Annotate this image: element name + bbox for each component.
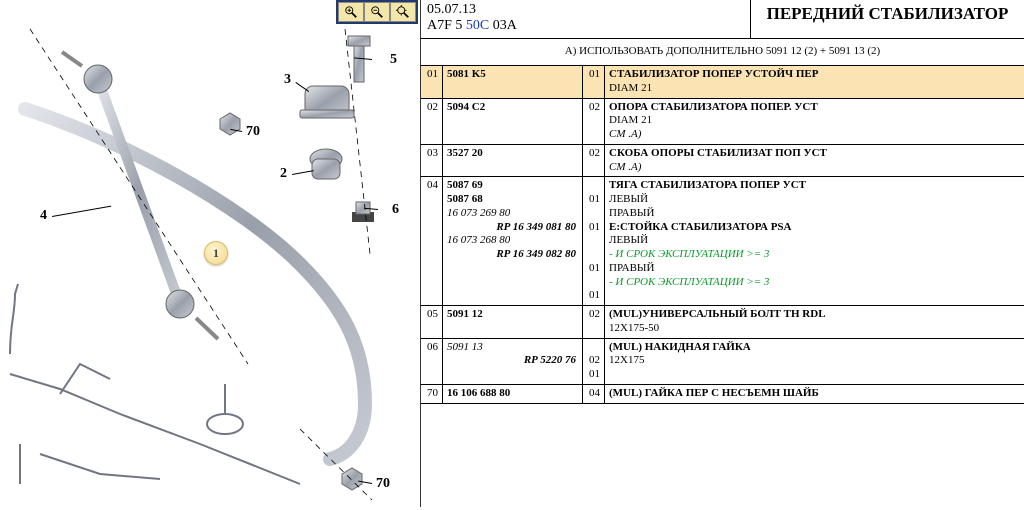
header-code: A7F 5 50C 03A xyxy=(427,18,744,34)
header-title: ПЕРЕДНИЙ СТАБИЛИЗАТОР xyxy=(751,0,1024,38)
diagram-panel: 1 2 3 4 5 6 70 70 xyxy=(0,0,421,507)
row-description: ТЯГА СТАБИЛИЗАТОРА ПОПЕР УСТЛЕВЫЙ ПРАВЫЙ… xyxy=(605,177,1024,305)
row-reference: 5087 69 5087 68 16 073 269 80RP 16 349 0… xyxy=(443,177,583,305)
parts-table-panel: 05.07.13 A7F 5 50C 03A ПЕРЕДНИЙ СТАБИЛИЗ… xyxy=(421,0,1024,507)
row-description: СКОБА ОПОРЫ СТАБИЛИЗАТ ПОП УСТСМ .А) xyxy=(605,145,1024,177)
row-reference: 5091 12 xyxy=(443,306,583,338)
table-row[interactable]: 055091 1202(MUL)УНИВЕРСАЛЬНЫЙ БОЛТ TH RD… xyxy=(421,306,1024,339)
table-header: 05.07.13 A7F 5 50C 03A ПЕРЕДНИЙ СТАБИЛИЗ… xyxy=(421,0,1024,39)
row-qty: 01 01 01 01 xyxy=(583,177,605,305)
exploded-diagram: 1 2 3 4 5 6 70 70 xyxy=(0,24,420,507)
table-row[interactable]: 065091 13RP 5220 76 0201(MUL) НАКИДНАЯ Г… xyxy=(421,339,1024,385)
row-description: (MUL) НАКИДНАЯ ГАЙКА12X175 xyxy=(605,339,1024,384)
callout-4: 4 xyxy=(40,208,47,224)
zoom-out-icon xyxy=(370,5,384,19)
row-qty: 0201 xyxy=(583,339,605,384)
row-qty: 01 xyxy=(583,66,605,98)
zoom-in-button[interactable] xyxy=(338,2,364,22)
diagram-toolbar xyxy=(336,0,418,24)
code-blue: 50C xyxy=(466,18,489,33)
code-suffix: 03A xyxy=(489,18,517,33)
header-left: 05.07.13 A7F 5 50C 03A xyxy=(421,0,751,38)
zoom-out-button[interactable] xyxy=(364,2,390,22)
callout-3: 3 xyxy=(284,72,291,88)
callout-6: 6 xyxy=(392,202,399,218)
row-reference: 16 106 688 80 xyxy=(443,385,583,403)
table-row[interactable]: 025094 C202ОПОРА СТАБИЛИЗАТОРА ПОПЕР. УС… xyxy=(421,99,1024,145)
row-index: 06 xyxy=(421,339,443,384)
row-description: (MUL) ГАЙКА ПЕР С НЕСЪЕМН ШАЙБ xyxy=(605,385,1024,403)
row-index: 02 xyxy=(421,99,443,144)
table-row[interactable]: 7016 106 688 8004(MUL) ГАЙКА ПЕР С НЕСЪЕ… xyxy=(421,385,1024,404)
row-reference: 5091 13RP 5220 76 xyxy=(443,339,583,384)
row-reference: 5094 C2 xyxy=(443,99,583,144)
row-index: 70 xyxy=(421,385,443,403)
zoom-fit-button[interactable] xyxy=(390,2,416,22)
callout-5: 5 xyxy=(390,52,397,68)
row-qty: 02 xyxy=(583,306,605,338)
row-qty: 02 xyxy=(583,145,605,177)
diagram-svg xyxy=(0,24,421,507)
zoom-in-icon xyxy=(344,5,358,19)
callout-badge-1[interactable]: 1 xyxy=(204,241,228,265)
callout-2: 2 xyxy=(280,166,287,182)
row-description: СТАБИЛИЗАТОР ПОПЕР УСТОЙЧ ПЕРDIAM 21 xyxy=(605,66,1024,98)
table-row[interactable]: 015081 K501СТАБИЛИЗАТОР ПОПЕР УСТОЙЧ ПЕР… xyxy=(421,66,1024,99)
parts-rows: 015081 K501СТАБИЛИЗАТОР ПОПЕР УСТОЙЧ ПЕР… xyxy=(421,66,1024,507)
row-description: ОПОРА СТАБИЛИЗАТОРА ПОПЕР. УСТDIAM 21СМ … xyxy=(605,99,1024,144)
row-index: 05 xyxy=(421,306,443,338)
row-reference: 3527 20 xyxy=(443,145,583,177)
callout-70b: 70 xyxy=(376,476,390,492)
row-description: (MUL)УНИВЕРСАЛЬНЫЙ БОЛТ TH RDL12X175-50 xyxy=(605,306,1024,338)
row-qty: 04 xyxy=(583,385,605,403)
row-qty: 02 xyxy=(583,99,605,144)
row-index: 01 xyxy=(421,66,443,98)
table-row[interactable]: 045087 69 5087 68 16 073 269 80RP 16 349… xyxy=(421,177,1024,306)
row-reference: 5081 K5 xyxy=(443,66,583,98)
header-note: А) ИСПОЛЬЗОВАТЬ ДОПОЛНИТЕЛЬНО 5091 12 (2… xyxy=(421,39,1024,66)
code-prefix: A7F 5 xyxy=(427,18,466,33)
row-index: 03 xyxy=(421,145,443,177)
row-index: 04 xyxy=(421,177,443,305)
callout-badge-1-label: 1 xyxy=(213,246,219,261)
header-date: 05.07.13 xyxy=(427,2,744,18)
callout-70a: 70 xyxy=(246,124,260,140)
zoom-fit-icon xyxy=(396,5,410,19)
table-row[interactable]: 033527 2002СКОБА ОПОРЫ СТАБИЛИЗАТ ПОП УС… xyxy=(421,145,1024,178)
